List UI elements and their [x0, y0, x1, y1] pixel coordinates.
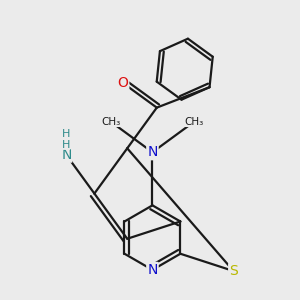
Text: CH₃: CH₃ — [101, 116, 120, 127]
Text: N: N — [147, 263, 158, 277]
Text: S: S — [229, 264, 238, 278]
Text: H: H — [62, 140, 70, 150]
Text: H: H — [62, 129, 70, 139]
Text: CH₃: CH₃ — [185, 116, 204, 127]
Text: N: N — [61, 148, 72, 162]
Text: O: O — [117, 76, 128, 90]
Text: N: N — [147, 145, 158, 159]
